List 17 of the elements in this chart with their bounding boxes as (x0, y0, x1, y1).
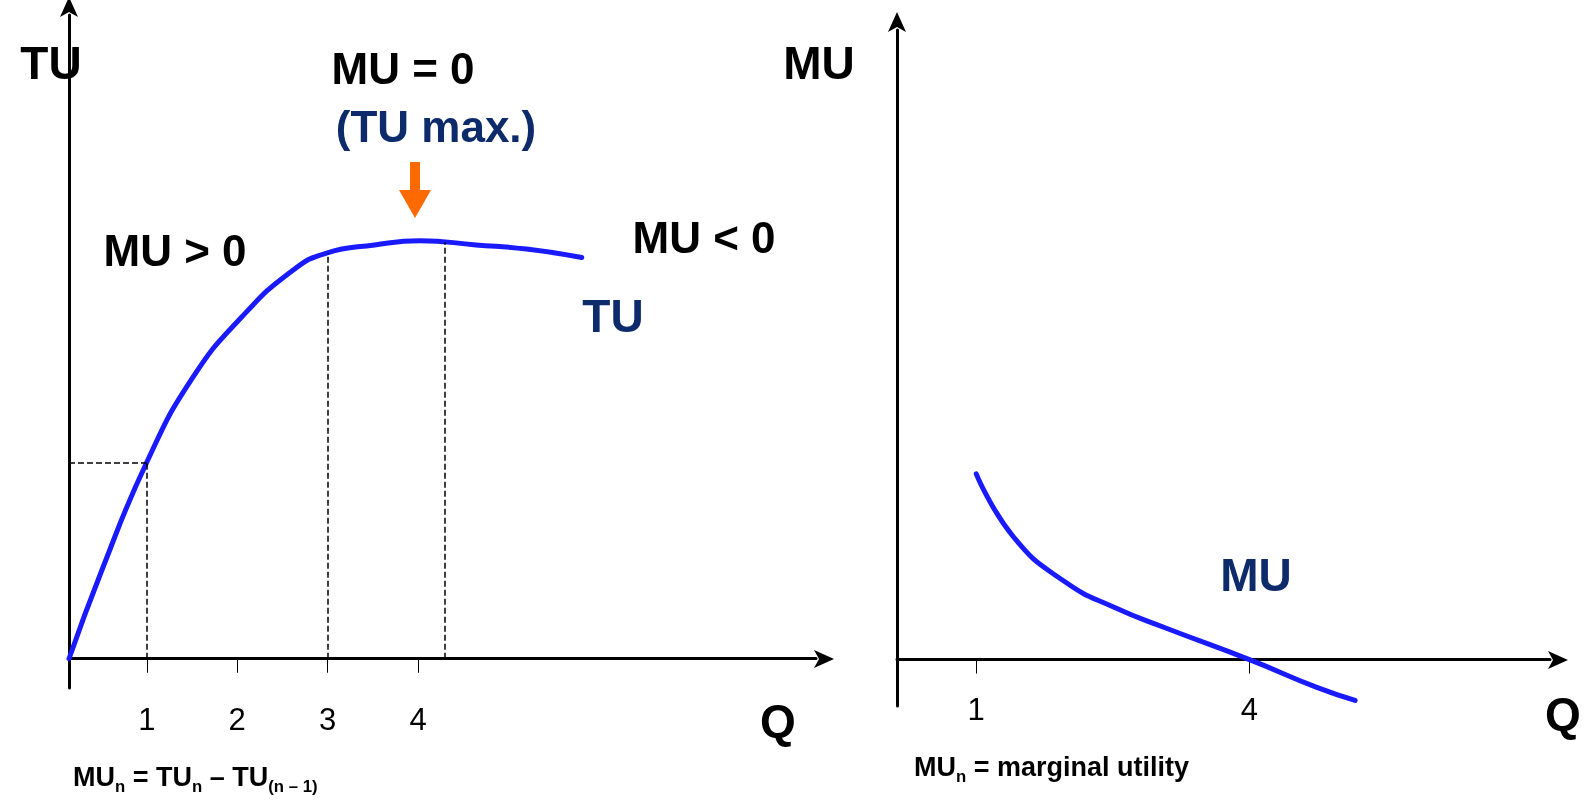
x-axis-title: Q (1545, 688, 1581, 740)
x-tick-label: 2 (228, 702, 246, 737)
text: MU = 0 (331, 44, 475, 93)
x-tick-label: 1 (967, 692, 985, 727)
x-tick-label: 1 (138, 702, 156, 737)
text: MU$_{n}$ = TU$_{n}$ – TU$_{(n – 1)}$ (73, 761, 318, 797)
annotation: MU > 0 (103, 226, 247, 275)
x-axis-title: Q (760, 695, 796, 747)
x-tick-label: 4 (409, 702, 427, 737)
annotation: MU < 0 (632, 213, 776, 262)
x-tick-label: 4 (1240, 692, 1259, 727)
series-label: MU (1220, 549, 1292, 601)
x-tick-label: 3 (319, 702, 337, 737)
series-label: TU (582, 290, 644, 342)
text: MU$_{n}$ = marginal utility (914, 751, 1190, 787)
text: (TU max.) (335, 102, 537, 151)
y-axis-title: MU (783, 37, 855, 89)
